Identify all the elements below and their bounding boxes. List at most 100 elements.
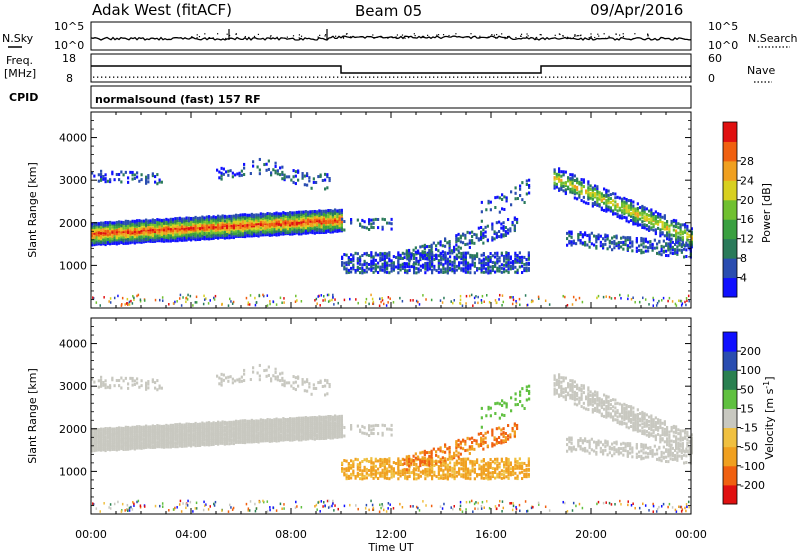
power-cell	[485, 267, 488, 271]
power-cell	[93, 243, 96, 247]
power-cell	[232, 217, 235, 221]
power-cell	[212, 215, 215, 219]
velocity-cell	[334, 431, 337, 435]
power-cell	[109, 242, 112, 246]
power-noise	[214, 294, 217, 298]
velocity-cell	[318, 434, 321, 438]
power-cell	[221, 220, 224, 224]
power-cell	[284, 227, 287, 231]
nave-dot	[393, 76, 395, 78]
velocity-cell	[185, 422, 188, 426]
power-cell	[111, 227, 114, 231]
power-cell	[174, 235, 177, 239]
velocity-cell	[131, 429, 134, 433]
power-cell	[176, 224, 179, 228]
power-cell	[149, 236, 152, 240]
power-cell	[131, 219, 134, 223]
power-cell	[657, 220, 660, 224]
nsearch-dot	[598, 35, 600, 37]
power-cell	[289, 224, 292, 228]
velocity-cell	[282, 417, 285, 421]
nsearch-dot	[373, 37, 375, 39]
velocity-cell	[262, 436, 265, 440]
power-noise	[485, 294, 488, 297]
power-cell	[307, 210, 310, 214]
power-noise	[124, 303, 126, 306]
power-cell	[660, 246, 663, 250]
power-cell	[187, 216, 190, 220]
velocity-cell	[124, 430, 127, 434]
power-cell	[239, 221, 242, 225]
power-cell	[124, 241, 127, 245]
power-cell	[210, 222, 213, 226]
power-cell	[338, 227, 341, 231]
power-noise	[185, 297, 187, 300]
power-noise	[126, 302, 128, 305]
power-cell	[426, 268, 429, 272]
power-cell	[464, 255, 467, 259]
power-cell	[329, 209, 332, 213]
power-cell	[401, 264, 404, 268]
power-cell	[578, 190, 581, 194]
power-cell	[255, 227, 258, 231]
power-cell	[147, 180, 150, 184]
velocity-cell	[284, 427, 287, 431]
power-cell	[679, 227, 682, 231]
power-cell	[100, 231, 103, 235]
power-cell	[311, 214, 314, 218]
power-cell	[106, 224, 109, 228]
power-cell	[293, 228, 296, 232]
power-cell	[634, 216, 637, 220]
power-noise	[172, 302, 175, 305]
velocity-cell	[334, 417, 337, 421]
power-cell	[441, 250, 444, 254]
velocity-cell	[232, 423, 235, 427]
power-cell	[604, 235, 607, 239]
power-cell	[681, 232, 684, 236]
power-cell	[243, 166, 246, 170]
power-cell	[618, 196, 621, 200]
nave-dot	[289, 76, 291, 78]
power-cell	[302, 231, 305, 235]
velocity-cell	[253, 419, 256, 423]
velocity-cell	[158, 432, 161, 436]
power-noise	[620, 297, 622, 300]
velocity-cell	[320, 415, 323, 419]
power-cell	[390, 269, 393, 273]
power-cell	[326, 173, 329, 177]
nsearch-dot	[361, 36, 363, 38]
velocity-cell	[253, 423, 256, 427]
power-cell	[641, 208, 644, 212]
nsearch-dot	[270, 35, 272, 37]
power-cell	[627, 208, 630, 212]
power-cell	[597, 237, 600, 241]
power-cell	[122, 230, 125, 234]
power-cell	[512, 265, 515, 269]
power-cell	[605, 209, 608, 213]
velocity-cell	[327, 419, 330, 423]
power-cell	[505, 199, 508, 203]
power-cell	[487, 269, 490, 273]
velocity-cell	[201, 427, 204, 431]
power-cell	[616, 214, 619, 218]
velocity-cell	[169, 437, 172, 441]
velocity-heatmap	[91, 363, 693, 514]
power-noise	[174, 300, 176, 304]
power-cell	[316, 217, 319, 221]
power-cell	[659, 220, 662, 224]
velocity-cell	[309, 416, 312, 420]
power-cell	[118, 234, 121, 238]
power-cell	[309, 226, 312, 230]
power-cell	[493, 231, 496, 235]
power-cell	[301, 174, 304, 178]
power-cell	[219, 217, 222, 221]
power-cell	[652, 223, 655, 227]
power-cell	[276, 169, 279, 173]
nave-dot	[209, 76, 211, 78]
power-cell	[129, 227, 132, 231]
velocity-cell	[311, 420, 314, 424]
power-cell	[352, 254, 355, 258]
power-cell	[219, 223, 222, 227]
power-cell	[227, 169, 230, 173]
power-cell	[228, 233, 231, 237]
